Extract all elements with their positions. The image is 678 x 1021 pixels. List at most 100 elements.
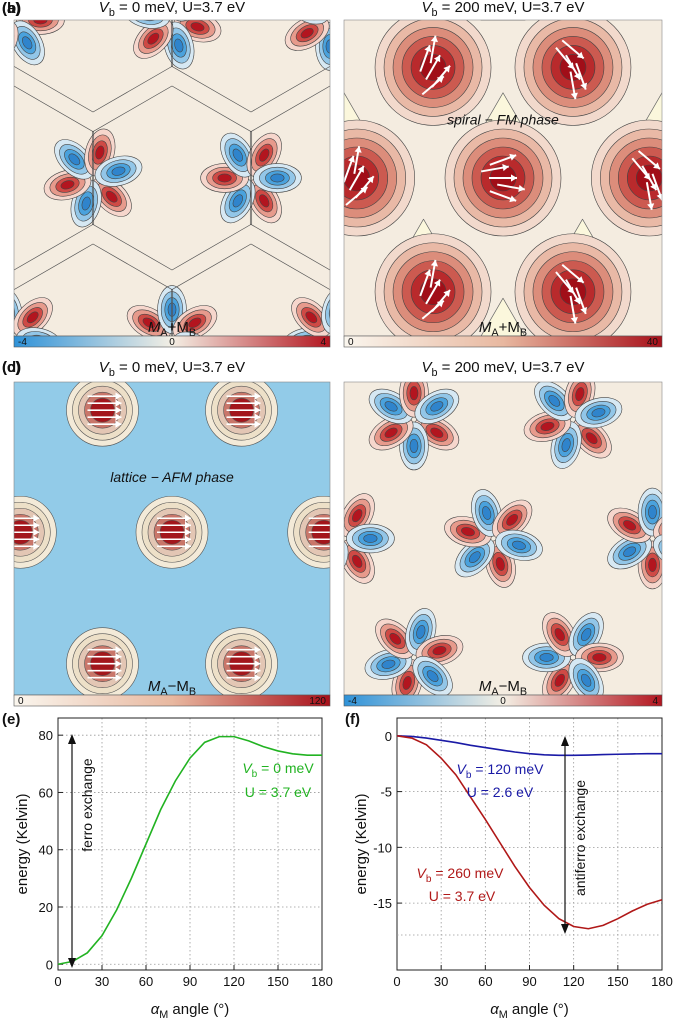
text-segment: = 260 meV (431, 865, 504, 881)
text-segment: M (159, 1009, 168, 1021)
x-tick-label: 60 (139, 974, 153, 989)
contour-lobe (0, 29, 13, 57)
panel-label: (d) (2, 359, 21, 376)
spin-arrowhead (337, 515, 343, 522)
text-segment: angle (°) (168, 1001, 229, 1018)
curve-label: Vb = 260 meV (417, 865, 505, 885)
text-segment: = 200 meV, U=3.7 eV (437, 0, 584, 16)
spin-arrowhead (337, 529, 343, 536)
contour-lobe (540, 653, 553, 661)
text-segment: +M (168, 319, 189, 336)
contour-lobe (331, 303, 342, 318)
contour-lobe (323, 0, 337, 6)
text-segment: +M (499, 319, 520, 336)
contour-lobe (341, 347, 356, 362)
text-segment: −M (499, 678, 520, 695)
y-tick-label: 80 (39, 728, 53, 743)
text-segment: M (148, 678, 161, 695)
text-segment: = 0 meV (257, 760, 314, 776)
spin-arrowhead (337, 522, 343, 529)
panel-title: Vb = 0 meV, U=3.7 eV (99, 0, 245, 19)
x-tick-label: 180 (651, 974, 673, 989)
contour-lobe (593, 653, 606, 661)
x-tick-label: 0 (393, 974, 400, 989)
text-segment: U = 3.7 eV (245, 784, 312, 800)
arrowhead (561, 736, 569, 746)
contour-lobe (0, 35, 8, 51)
arrowhead (561, 924, 569, 934)
panel-title: Vb = 200 meV, U=3.7 eV (421, 359, 584, 379)
y-tick-label: -15 (373, 896, 392, 911)
arrowhead (68, 958, 76, 968)
text-segment: = 120 meV (471, 761, 544, 777)
contour-lobe (0, 319, 2, 339)
spin-arrowhead (337, 543, 343, 550)
x-axis-label: αM angle (°) (151, 1001, 230, 1021)
y-axis-label: energy (Kelvin) (353, 794, 370, 895)
phase-annotation: spiral − FM phase (447, 111, 559, 127)
spin-arrowhead (337, 536, 343, 543)
text-segment: angle (°) (508, 1001, 569, 1018)
y-tick-label: 0 (46, 957, 53, 972)
colorbar-tick-label: 0 (500, 696, 506, 707)
exchange-label: ferro exchange (79, 758, 95, 852)
colorbar-tick-label: 0 (348, 337, 354, 348)
text-segment: M (499, 1009, 508, 1021)
contour-lobe (319, 0, 341, 12)
curve-label: U = 3.7 eV (429, 888, 496, 904)
text-segment: U = 2.6 eV (467, 784, 534, 800)
contour-lobe (168, 303, 176, 316)
contour-lobe (661, 539, 678, 563)
y-tick-label: 0 (385, 729, 392, 744)
curve-label: Vb = 120 meV (457, 761, 545, 781)
contour-lobe (364, 534, 377, 542)
text-segment: antiferro exchange (572, 780, 588, 896)
x-tick-label: 180 (311, 974, 333, 989)
x-tick-label: 150 (267, 974, 289, 989)
contour-lobe (0, 314, 9, 344)
y-tick-label: 40 (39, 843, 53, 858)
x-tick-label: 30 (434, 974, 448, 989)
map (294, 367, 678, 710)
x-tick-label: 60 (478, 974, 492, 989)
colorbar-tick-label: -4 (18, 337, 27, 348)
colorbar-tick-label: 4 (320, 337, 326, 348)
x-tick-label: 120 (223, 974, 245, 989)
colorbar (14, 695, 330, 706)
figure: (a)Vb = 0 meV, U=3.7 eVMA+MB-404(b)Vb = … (0, 0, 678, 1021)
contour-lobe (2, 303, 13, 318)
text-segment: M (479, 678, 492, 695)
x-axis-label: αM angle (°) (490, 1001, 569, 1021)
contour-lobe (410, 439, 418, 452)
colorbar-tick-label: 40 (647, 337, 659, 348)
contour-lobe (318, 354, 329, 369)
contour-lobe (293, 0, 321, 19)
exchange-label: antiferro exchange (572, 780, 588, 896)
map (0, 374, 360, 700)
contour-lobe (667, 518, 678, 532)
contour-lobe (345, 0, 361, 14)
text-segment: M (148, 319, 161, 336)
x-tick-label: 90 (522, 974, 536, 989)
text-segment: = 0 meV, U=3.7 eV (115, 0, 245, 16)
contour-lobe (661, 513, 678, 537)
y-tick-label: -5 (380, 785, 392, 800)
plot-frame (397, 718, 662, 970)
contour-lobe (410, 386, 418, 399)
x-tick-label: 150 (607, 974, 629, 989)
contour-lobe (271, 174, 284, 182)
panel-label: (b) (2, 0, 21, 17)
contour-lobe (313, 348, 333, 375)
y-tick-label: 60 (39, 785, 53, 800)
text-segment: −M (168, 678, 189, 695)
colorbar-tick-label: 120 (309, 696, 326, 707)
contour-lobe (218, 174, 231, 182)
text-segment: M (479, 319, 492, 336)
contour-lobe (339, 0, 367, 19)
contour-lobe (299, 0, 315, 14)
panel-label: (f) (345, 711, 360, 728)
colorbar-tick-label: 0 (18, 696, 24, 707)
x-tick-label: 30 (95, 974, 109, 989)
contour-lobe (316, 0, 345, 18)
panel-title: Vb = 200 meV, U=3.7 eV (421, 0, 584, 19)
